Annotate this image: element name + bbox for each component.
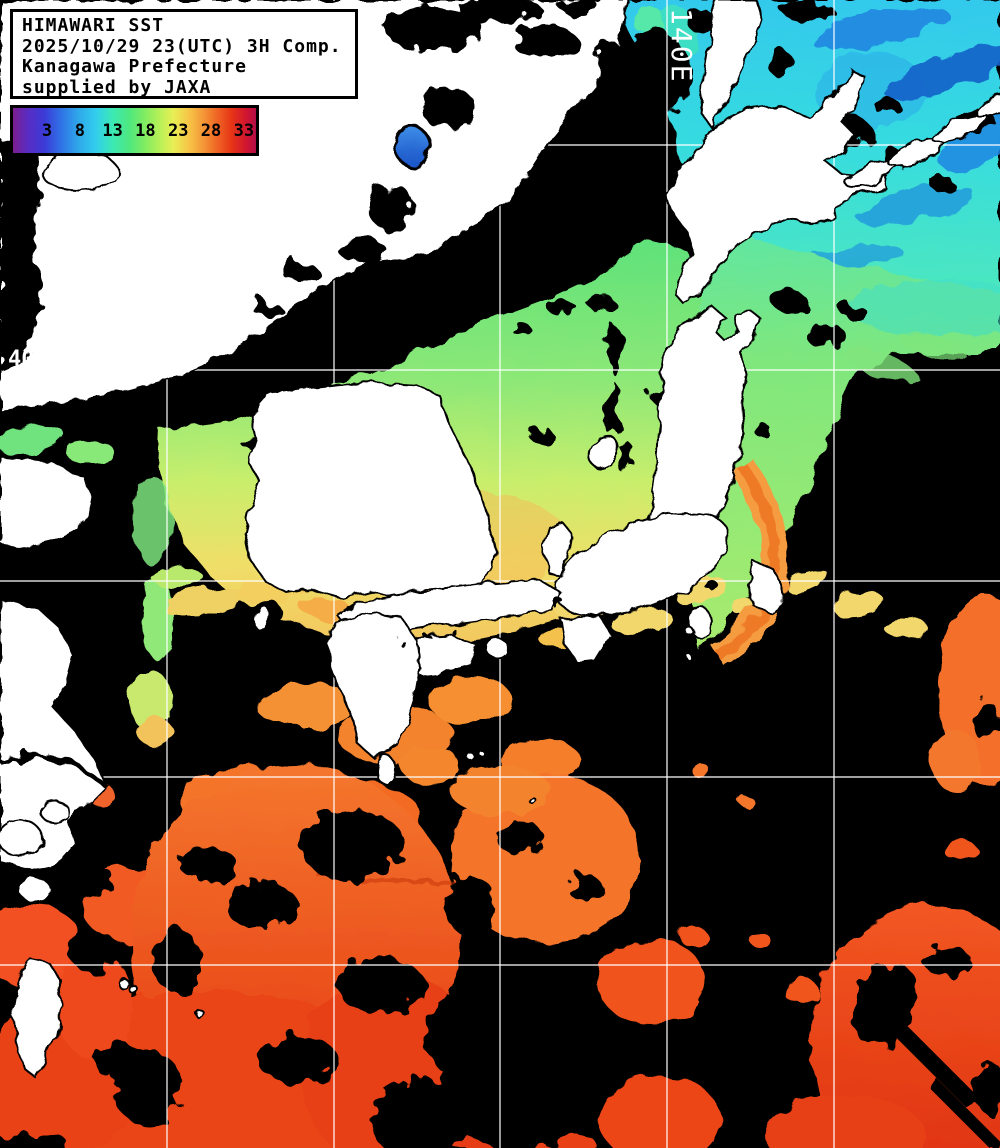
sst-warm-blob [255, 683, 355, 727]
cloud-dark-strip [0, 140, 40, 372]
product-title: HIMAWARI SST [22, 15, 165, 36]
colorbar-tick-8: 8 [74, 120, 85, 141]
sst-warm-dot [782, 978, 818, 1002]
sst-warm-dot [944, 839, 976, 861]
colorbar-tick-23: 23 [167, 120, 189, 141]
sst-warm-region-taiwan [57, 950, 133, 1060]
land-islet [684, 652, 692, 660]
lake-khanka [393, 124, 431, 168]
sst-green-fringe [0, 424, 65, 456]
sst-warm-band [301, 597, 349, 619]
sst-warm-edge-east [929, 730, 981, 790]
land-islet [528, 796, 536, 804]
sst-coastal-yellow [832, 591, 884, 617]
sst-warm-blob [597, 940, 707, 1024]
sst-warm-dot [681, 928, 709, 948]
colorbar-tick-3: 3 [41, 120, 53, 141]
sst-warm-blob [428, 676, 512, 724]
land-china-coast [0, 596, 108, 872]
lat-label: 40N [8, 347, 48, 372]
land-islet [118, 978, 130, 990]
land-islet [476, 748, 484, 756]
land-islet [465, 751, 475, 761]
land-korea-west [0, 454, 96, 550]
land-islet [195, 1009, 205, 1019]
land-sado [589, 435, 619, 469]
tokyo-bay [706, 580, 718, 592]
land-islet [685, 627, 695, 637]
land-noto [542, 520, 574, 578]
sst-green-fringe [142, 580, 174, 660]
sst-green-fringe [132, 475, 172, 565]
sst-blue-streak [811, 7, 949, 49]
sst-green-fringe [65, 442, 115, 462]
sst-green-fringe [128, 670, 172, 730]
sst-blue-streak [883, 42, 1000, 98]
land-kyushu [324, 610, 422, 760]
land-korea [242, 380, 498, 600]
sst-warm-band [152, 568, 204, 588]
cloud-white-patch [18, 877, 52, 903]
river-line [0, 752, 106, 786]
lon-label: 140E [665, 8, 698, 83]
land-tsushima [254, 605, 270, 631]
sst-warm-dot [750, 932, 770, 948]
land-sakhalin [698, 0, 764, 128]
sst-warm-blob [600, 1075, 720, 1148]
sst-warm-dot [738, 794, 752, 806]
sst-coastal-yellow [884, 618, 928, 638]
sst-blue-streak [856, 184, 974, 226]
land-boso [746, 558, 786, 616]
title-box: HIMAWARI SST 2025/10/29 23(UTC) 3H Comp.… [10, 9, 358, 99]
colorbar-tick-18: 18 [135, 120, 156, 141]
colorbar-tick-33: 33 [233, 120, 255, 141]
map-labels: 40N 140E [8, 8, 698, 372]
colorbar-tick-28: 28 [200, 120, 222, 141]
land-hokkaido [665, 68, 890, 306]
lake-biwa [554, 596, 562, 610]
land-kii [558, 614, 614, 666]
cloud-white-patch [0, 819, 43, 857]
land-awaji [485, 637, 509, 659]
sst-cyan-edge [845, 280, 1000, 336]
land-izu [689, 605, 711, 639]
temperature-colorbar: 3 8 13 18 23 28 33 [10, 105, 259, 156]
sst-blue-streak [940, 108, 1000, 172]
sst-cyan-patch [634, 4, 662, 36]
land-kuril-island [974, 94, 1000, 118]
credit-line: supplied by JAXA [22, 76, 212, 98]
sst-warm-region-mid [450, 773, 640, 943]
land-islet [375, 755, 397, 785]
sst-green-finger [842, 347, 918, 383]
sst-green-finger [896, 331, 964, 359]
colorbar-gradient: 3 8 13 18 23 28 33 [13, 108, 256, 153]
sst-warm-fringe [137, 718, 173, 746]
sst-warm-region-taiwan [0, 903, 82, 987]
sst-warm-dot [691, 763, 709, 777]
sst-warm-region-se [765, 1095, 925, 1148]
land-taiwan [11, 956, 64, 1080]
colorbar-tick-13: 13 [102, 120, 123, 141]
cloud-white-patch [40, 800, 70, 824]
sst-coastal-yellow [785, 567, 827, 593]
datetime-line: 2025/10/29 23(UTC) 3H Comp. [22, 35, 342, 57]
land-islet [129, 985, 139, 995]
sst-warm-band [163, 587, 247, 617]
cloud-white-patch [41, 151, 119, 193]
sst-coastal-yellow [612, 609, 672, 635]
region-line: Kanagawa Prefecture [22, 56, 247, 77]
land-overlay-layer [0, 0, 718, 786]
sst-warm-blob [400, 747, 460, 783]
